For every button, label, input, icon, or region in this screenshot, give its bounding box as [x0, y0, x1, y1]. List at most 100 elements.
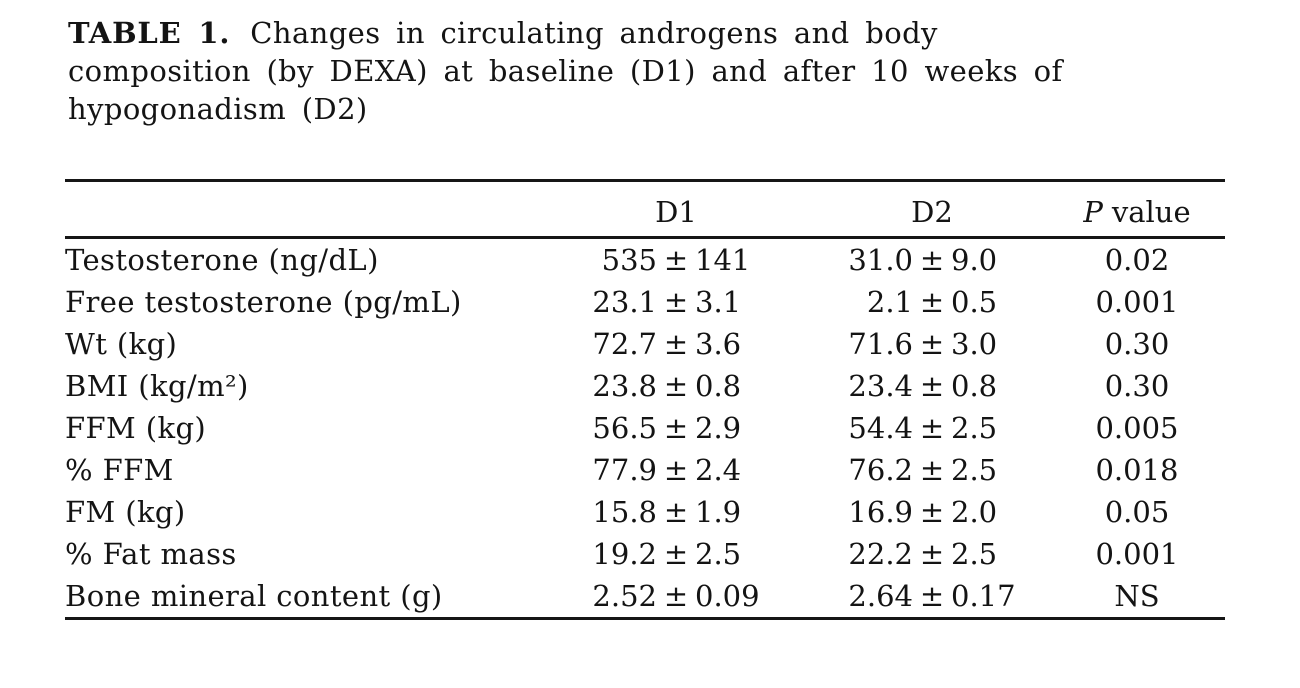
table-row: BMI (kg/m²) 23.8 ± 0.8 23.4 ± 0.8 0.30 [65, 365, 1225, 407]
header-d2: D2 [803, 195, 1035, 229]
d1-mean: 19.2 [592, 537, 657, 571]
d2-value: 2.64 ± 0.17 [803, 579, 1035, 613]
d2-mean: 54.4 [848, 411, 913, 445]
d1-sd: 2.5 [695, 537, 742, 571]
plus-minus-sign: ± [663, 453, 689, 487]
p-value: 0.05 [1104, 495, 1170, 529]
plus-minus-sign: ± [663, 285, 689, 319]
row-label: BMI (kg/m²) [65, 369, 249, 403]
d1-mean: 2.52 [592, 579, 657, 613]
d1-mean: 56.5 [592, 411, 657, 445]
d2-mean: 76.2 [848, 453, 913, 487]
d2-value: 16.9 ± 2.0 [803, 495, 1035, 529]
header-p-rest: value [1111, 195, 1191, 229]
plus-minus-sign: ± [663, 327, 689, 361]
d1-sd: 141 [695, 243, 751, 277]
d2-sd: 0.17 [951, 579, 1016, 613]
plus-minus-sign: ± [663, 369, 689, 403]
d2-mean: 2.64 [848, 579, 913, 613]
d2-value: 76.2 ± 2.5 [803, 453, 1035, 487]
d1-sd: 2.4 [695, 453, 742, 487]
plus-minus-sign: ± [663, 243, 689, 277]
plus-minus-sign: ± [663, 537, 689, 571]
p-value: 0.02 [1104, 243, 1170, 277]
caption-line-1: TABLE 1. Changes in circulating androgens… [68, 14, 1300, 52]
d2-mean: 16.9 [848, 495, 913, 529]
row-label: FFM (kg) [65, 411, 207, 445]
d1-value: 56.5 ± 2.9 [565, 411, 803, 445]
header-d1-label-slot: D1 [655, 195, 697, 229]
header-d2-spacer [803, 195, 913, 229]
d2-sd: 2.0 [951, 495, 998, 529]
d2-value: 22.2 ± 2.5 [803, 537, 1035, 571]
d2-sd: 0.8 [951, 369, 998, 403]
d2-value: 54.4 ± 2.5 [803, 411, 1035, 445]
d1-value: 72.7 ± 3.6 [565, 327, 803, 361]
table-caption: TABLE 1. Changes in circulating androgens… [68, 14, 1300, 128]
p-value: NS [1114, 579, 1160, 613]
d1-mean: 77.9 [592, 453, 657, 487]
p-value: 0.005 [1095, 411, 1179, 445]
d1-sd: 1.9 [695, 495, 742, 529]
row-label: Bone mineral content (g) [65, 579, 443, 613]
row-label: Testosterone (ng/dL) [65, 243, 379, 277]
row-label: % FFM [65, 453, 174, 487]
table-row: % Fat mass 19.2 ± 2.5 22.2 ± 2.5 0.001 [65, 533, 1225, 575]
d1-mean: 15.8 [592, 495, 657, 529]
plus-minus-sign: ± [663, 411, 689, 445]
header-d1-spacer [565, 195, 657, 229]
d2-sd: 2.5 [951, 453, 998, 487]
d1-value: 19.2 ± 2.5 [565, 537, 803, 571]
caption-line-3: hypogonadism (D2) [68, 92, 368, 126]
d1-value: 23.8 ± 0.8 [565, 369, 803, 403]
table-body: Testosterone (ng/dL) 535 ± 141 31.0 ± 9.… [65, 239, 1225, 617]
table-row: Testosterone (ng/dL) 535 ± 141 31.0 ± 9.… [65, 239, 1225, 281]
plus-minus-sign: ± [919, 327, 945, 361]
plus-minus-sign: ± [919, 495, 945, 529]
row-label: % Fat mass [65, 537, 237, 571]
row-label: Free testosterone (pg/mL) [65, 285, 462, 319]
plus-minus-sign: ± [919, 411, 945, 445]
d1-value: 77.9 ± 2.4 [565, 453, 803, 487]
d2-value: 31.0 ± 9.0 [803, 243, 1035, 277]
d1-mean: 72.7 [592, 327, 657, 361]
page: TABLE 1. Changes in circulating androgens… [65, 14, 1300, 620]
d2-value: 71.6 ± 3.0 [803, 327, 1035, 361]
d2-value: 2.1 ± 0.5 [803, 285, 1035, 319]
d1-sd: 2.9 [695, 411, 742, 445]
header-d2-label-slot: D2 [911, 195, 953, 229]
row-label: FM (kg) [65, 495, 186, 529]
d2-sd: 9.0 [951, 243, 998, 277]
caption-line-2: composition (by DEXA) at baseline (D1) a… [68, 54, 1063, 88]
plus-minus-sign: ± [919, 579, 945, 613]
p-value: 0.001 [1095, 285, 1179, 319]
table-caption-label: TABLE 1. [68, 16, 231, 50]
plus-minus-sign: ± [919, 369, 945, 403]
header-d1: D1 [565, 195, 803, 229]
table-row: FFM (kg) 56.5 ± 2.9 54.4 ± 2.5 0.005 [65, 407, 1225, 449]
plus-minus-sign: ± [919, 243, 945, 277]
d2-sd: 2.5 [951, 411, 998, 445]
d1-value: 23.1 ± 3.1 [565, 285, 803, 319]
d1-value: 535 ± 141 [565, 243, 803, 277]
plus-minus-sign: ± [919, 537, 945, 571]
d2-value: 23.4 ± 0.8 [803, 369, 1035, 403]
plus-minus-sign: ± [919, 285, 945, 319]
d2-mean: 23.4 [848, 369, 913, 403]
d1-mean: 23.8 [592, 369, 657, 403]
header-d2-label: D2 [911, 195, 953, 229]
d2-mean: 2.1 [866, 285, 913, 319]
d1-mean: 535 [601, 243, 657, 277]
p-value: 0.018 [1095, 453, 1179, 487]
d1-sd: 3.1 [695, 285, 742, 319]
d2-mean: 22.2 [848, 537, 913, 571]
row-label: Wt (kg) [65, 327, 178, 361]
table-row: Free testosterone (pg/mL) 23.1 ± 3.1 2.1… [65, 281, 1225, 323]
d2-sd: 3.0 [951, 327, 998, 361]
p-value: 0.30 [1104, 327, 1170, 361]
caption-line-1-text: Changes in circulating androgens and bod… [250, 16, 938, 50]
table-row: FM (kg) 15.8 ± 1.9 16.9 ± 2.0 0.05 [65, 491, 1225, 533]
header-d1-label: D1 [655, 195, 697, 229]
